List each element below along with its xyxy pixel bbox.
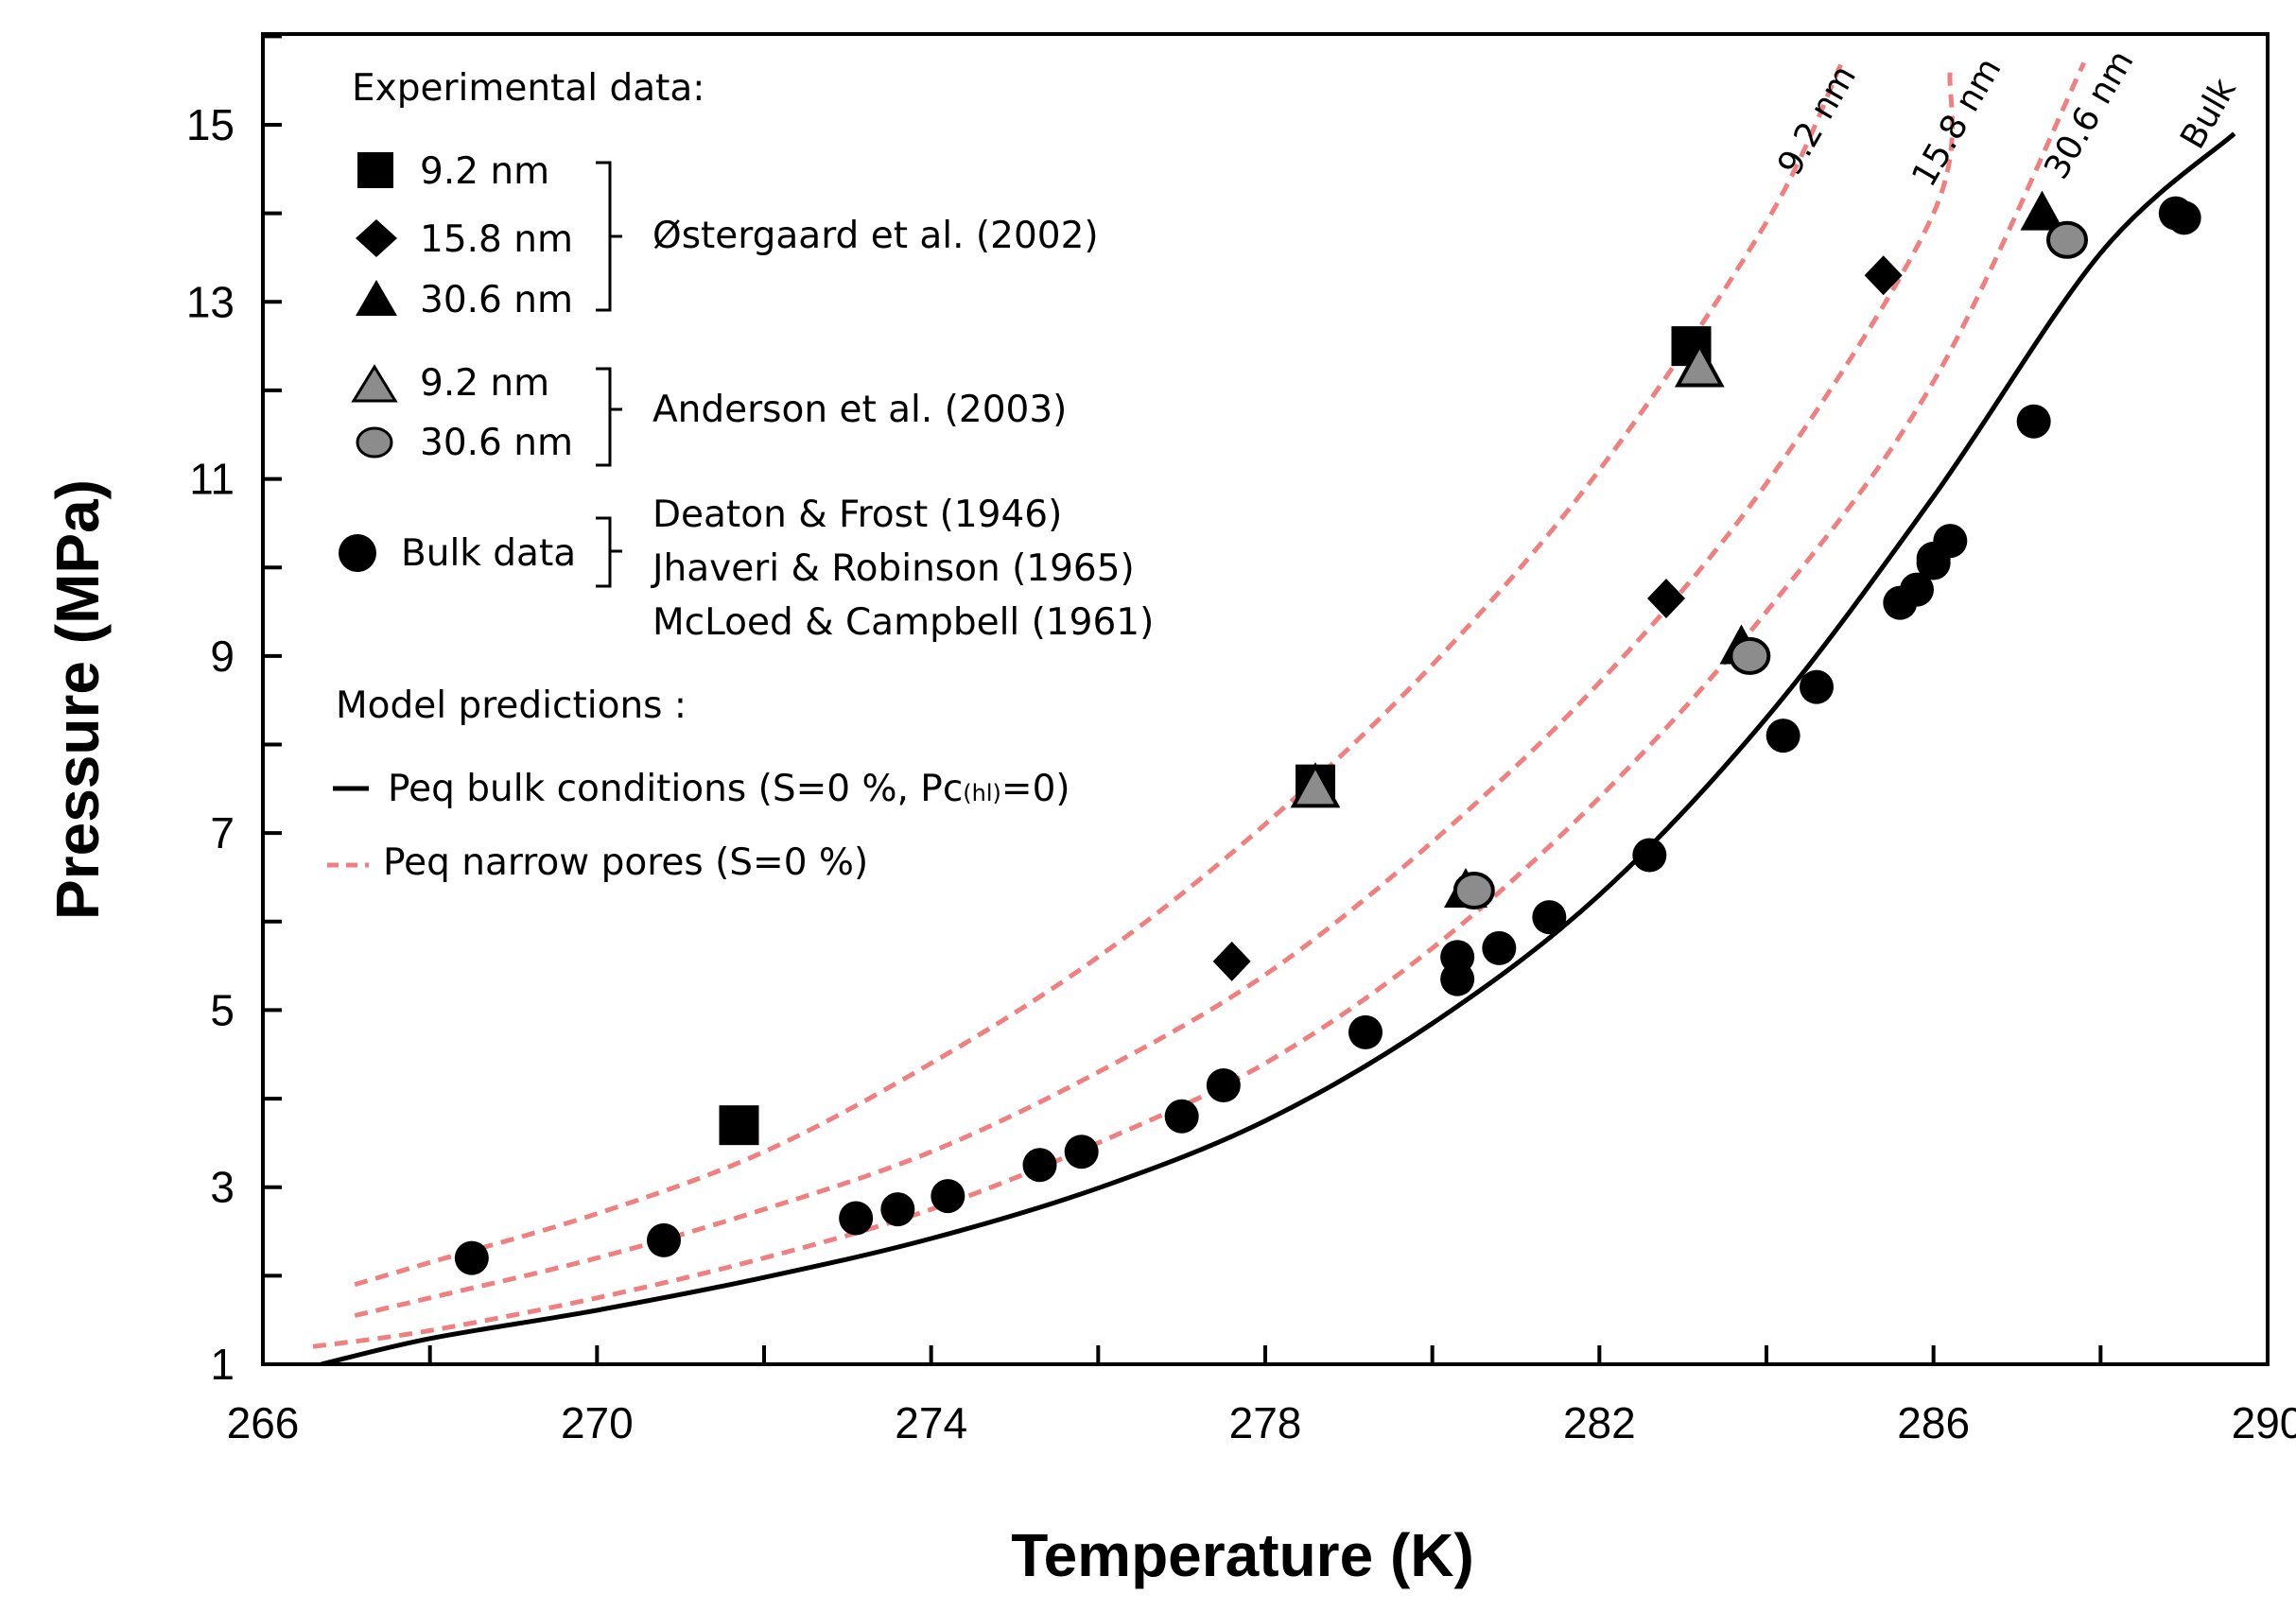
circle-marker — [1933, 524, 1968, 559]
legend-experimental-title: Experimental data: — [352, 67, 704, 110]
circle-marker — [1022, 1148, 1057, 1183]
legend-bracket-ostergaard — [596, 161, 622, 312]
circle-marker — [1482, 930, 1517, 965]
circle-marker — [1440, 940, 1475, 975]
y-tick-label: 15 — [186, 100, 235, 149]
x-tick-label: 286 — [1897, 1398, 1970, 1447]
circle-marker — [1632, 838, 1667, 873]
diamond-marker — [1212, 941, 1251, 981]
curve-label-bulk: Bulk — [2173, 72, 2244, 155]
circle-marker — [1729, 636, 1771, 675]
narrow-pore-curve-2 — [354, 71, 1955, 1318]
legend-square-icon — [357, 152, 393, 188]
circle-marker — [1900, 572, 1934, 607]
legend-grey-triangle-icon — [351, 364, 398, 403]
narrow-pore-curve-1 — [354, 61, 1844, 1288]
circle-marker — [1532, 900, 1567, 935]
x-tick-label: 278 — [1229, 1398, 1302, 1447]
circle-marker — [2016, 404, 2051, 439]
legend: Experimental data: 9.2 nm 15.8 nm 30.6 n… — [327, 67, 1154, 884]
circle-marker — [1765, 719, 1800, 754]
legend-bulk-line-label: Peq bulk conditions (S=0 %, Pc(hl)=0) — [388, 768, 1070, 810]
circle-marker — [1064, 1135, 1099, 1169]
circle-marker — [880, 1192, 915, 1227]
axis-ticks — [261, 34, 2270, 1366]
circle-marker — [647, 1222, 681, 1257]
legend-entry-ost-15-8: 15.8 nm — [420, 218, 573, 261]
diamond-marker — [1647, 578, 1685, 618]
circle-marker — [931, 1179, 965, 1214]
curve-label-15-8-nm: 15.8 nm — [1905, 52, 2009, 194]
legend-diamond-icon — [356, 219, 397, 257]
x-tick-label: 282 — [1563, 1398, 1636, 1447]
legend-entry-ost-30-6: 30.6 nm — [420, 279, 573, 321]
x-tick-label: 270 — [561, 1398, 634, 1447]
y-tick-label: 7 — [210, 808, 235, 857]
legend-entry-and-9-2: 9.2 nm — [420, 362, 549, 405]
y-tick-label: 5 — [210, 985, 235, 1034]
legend-ref-ostergaard: Østergaard et al. (2002) — [652, 215, 1099, 257]
y-tick-label: 9 — [210, 632, 235, 681]
legend-grey-circle-icon — [356, 426, 393, 459]
circle-marker — [454, 1240, 489, 1275]
y-tick-label: 1 — [210, 1340, 235, 1389]
triangle-marker — [1674, 341, 1725, 388]
diamond-marker — [1864, 255, 1903, 296]
circle-marker — [1452, 872, 1495, 910]
curve-label-9-2-nm: 9.2 nm — [1770, 59, 1864, 182]
legend-model-title: Model predictions : — [336, 684, 687, 727]
y-tick-label: 13 — [186, 277, 235, 326]
legend-entry-ost-9-2: 9.2 nm — [420, 150, 549, 193]
triangle-marker — [2020, 190, 2064, 231]
legend-narrow-line-label: Peq narrow pores (S=0 %) — [383, 841, 868, 884]
legend-bracket-anderson — [596, 367, 622, 467]
circle-marker — [1206, 1068, 1241, 1103]
y-tick-label: 3 — [210, 1163, 235, 1212]
legend-entry-and-30-6: 30.6 nm — [420, 422, 573, 464]
circle-marker — [2046, 220, 2088, 259]
x-tick-label: 290 — [2232, 1398, 2296, 1447]
legend-ref-deaton: Deaton & Frost (1946) — [652, 494, 1062, 536]
circle-marker — [1348, 1014, 1383, 1049]
legend-entry-bulk: Bulk data — [401, 532, 576, 575]
legend-ref-jhaveri: Jhaveri & Robinson (1965) — [650, 547, 1135, 590]
x-tick-label: 266 — [227, 1398, 300, 1447]
legend-bulk-circle-icon — [339, 534, 376, 572]
circle-marker — [2166, 200, 2201, 235]
y-axis-title: Pressure (MPa) — [43, 479, 112, 920]
model-curves — [312, 61, 2236, 1364]
square-marker — [719, 1105, 759, 1146]
y-tick-label: 11 — [189, 455, 235, 504]
x-axis-title: Temperature (K) — [1011, 1521, 1474, 1589]
x-tick-label: 274 — [895, 1398, 967, 1447]
legend-ref-mcloed: McLoed & Campbell (1961) — [652, 601, 1154, 644]
legend-bracket-bulk — [596, 516, 622, 588]
circle-marker — [1164, 1099, 1199, 1134]
narrow-pore-curve-3 — [312, 61, 2086, 1349]
curve-label-30-6-nm: 30.6 nm — [2037, 44, 2141, 186]
data-markers — [454, 190, 2201, 1275]
legend-ref-anderson: Anderson et al. (2003) — [652, 389, 1067, 431]
circle-marker — [839, 1201, 874, 1236]
legend-triangle-icon — [356, 280, 397, 316]
triangle-marker — [1290, 762, 1341, 808]
circle-marker — [1800, 669, 1834, 704]
bulk-curve — [321, 131, 2236, 1364]
